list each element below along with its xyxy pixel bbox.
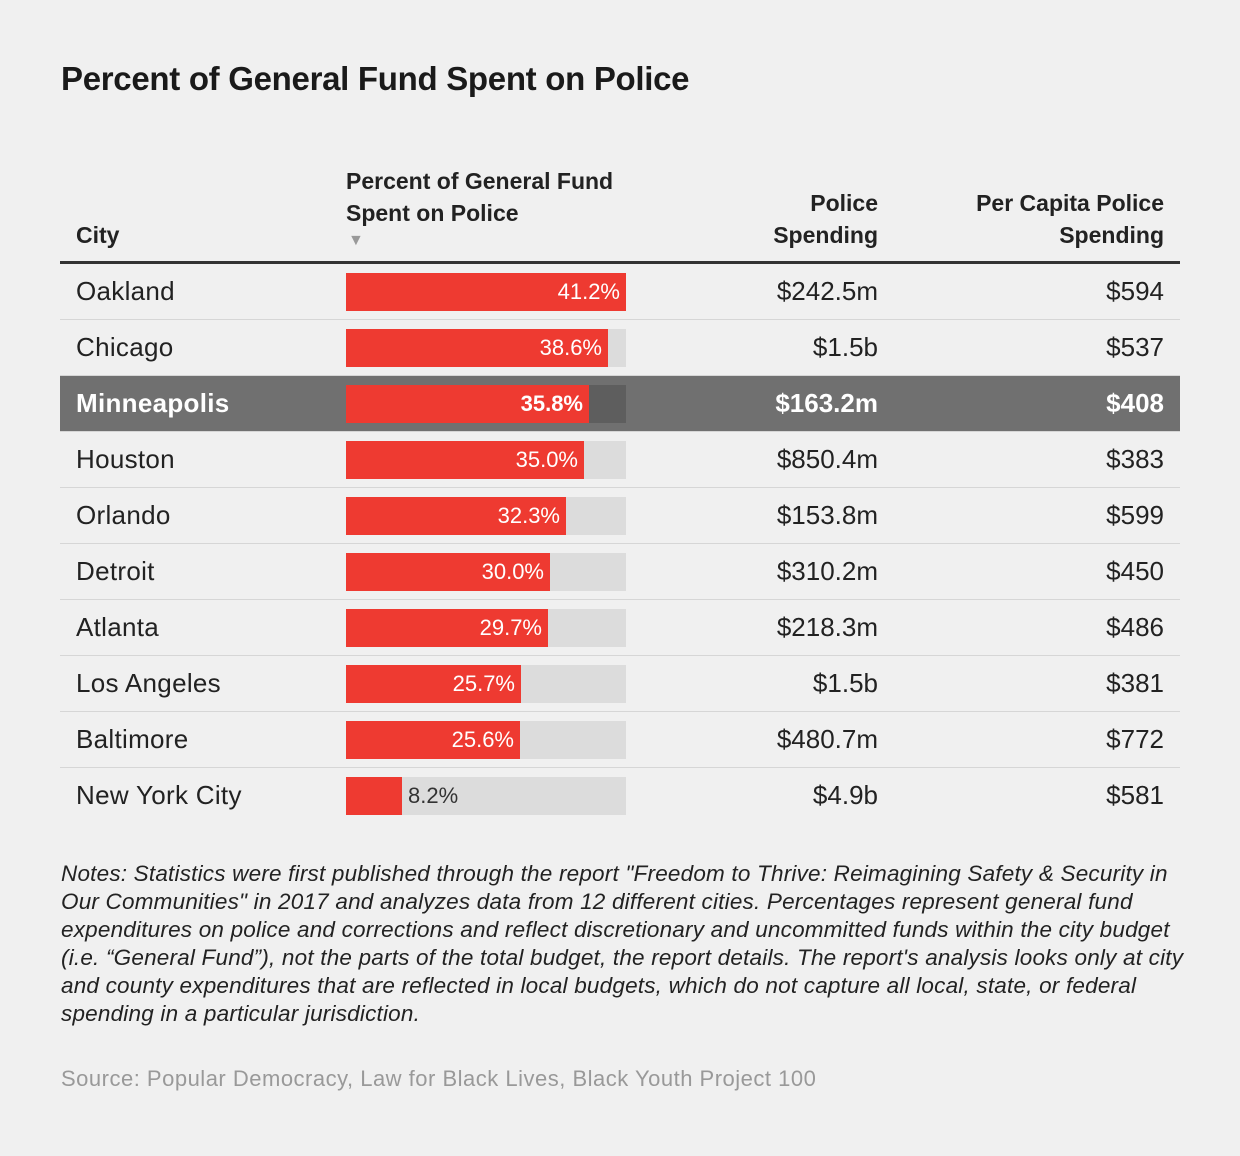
bar-track: 35.8%: [346, 385, 626, 423]
per-capita-cell: $599: [1106, 500, 1164, 530]
per-capita-cell: $537: [1106, 332, 1164, 362]
police-spending-cell: $163.2m: [775, 388, 878, 418]
bar-track: 25.6%: [346, 721, 626, 759]
city-cell: Baltimore: [76, 724, 189, 754]
city-cell: New York City: [76, 780, 242, 810]
city-cell: Detroit: [76, 556, 155, 586]
data-table: City Percent of General Fund Spent on Po…: [60, 150, 1180, 823]
notes-text: Notes: Statistics were first published t…: [61, 861, 1184, 1026]
police-spending-cell: $153.8m: [776, 500, 878, 530]
per-capita-cell: $383: [1106, 444, 1164, 474]
city-cell: Houston: [76, 444, 175, 474]
police-spending-cell: $480.7m: [776, 724, 878, 754]
per-capita-cell: $486: [1106, 612, 1164, 642]
bar-track: 8.2%: [346, 777, 626, 815]
bar-value-label: 8.2%: [408, 783, 459, 808]
bar-value-label: 29.7%: [479, 615, 542, 640]
bar-track: 41.2%: [346, 273, 626, 311]
per-capita-cell: $408: [1106, 388, 1164, 418]
header-city[interactable]: City: [76, 222, 120, 248]
police-spending-cell: $1.5b: [812, 668, 878, 698]
police-spending-cell: $850.4m: [776, 444, 878, 474]
police-spending-cell: $4.9b: [812, 780, 878, 810]
source-text: Source: Popular Democracy, Law for Black…: [61, 1066, 817, 1091]
city-cell: Minneapolis: [76, 388, 230, 418]
header-per-capita[interactable]: Per Capita Police Spending: [976, 187, 1164, 251]
header-police-spending-line2: Spending: [773, 222, 878, 248]
bar-track: 29.7%: [346, 609, 626, 647]
bar-track: 30.0%: [346, 553, 626, 591]
bar-track: 38.6%: [346, 329, 626, 367]
police-spending-cell: $310.2m: [776, 556, 878, 586]
bar-value-label: 41.2%: [557, 279, 620, 304]
header-per-capita-line2: Spending: [1059, 222, 1164, 248]
table-row[interactable]: Houston 35.0% $850.4m $383: [60, 432, 1180, 488]
bar-fill: [346, 441, 584, 479]
police-spending-cell: $218.3m: [776, 612, 878, 642]
police-spending-cell: $1.5b: [812, 332, 878, 362]
bar-fill: [346, 497, 566, 535]
table-row[interactable]: New York City 8.2% $4.9b $581: [60, 768, 1180, 823]
bar-fill: [346, 777, 402, 815]
table-row[interactable]: Atlanta 29.7% $218.3m $486: [60, 600, 1180, 656]
city-cell: Oakland: [76, 276, 175, 306]
table-row[interactable]: Detroit 30.0% $310.2m $450: [60, 544, 1180, 600]
table-row[interactable]: Oakland 41.2% $242.5m $594: [60, 264, 1180, 320]
bar-value-label: 32.3%: [497, 503, 560, 528]
chart-title: Percent of General Fund Spent on Police: [61, 60, 690, 97]
header-percent-label: Percent of General Fund Spent on Police: [346, 168, 614, 226]
table-row[interactable]: Baltimore 25.6% $480.7m $772: [60, 712, 1180, 768]
table-header: City Percent of General Fund Spent on Po…: [60, 150, 1180, 264]
bar-fill: [346, 553, 550, 591]
table-row[interactable]: Los Angeles 25.7% $1.5b $381: [60, 656, 1180, 712]
bar-value-label: 25.6%: [451, 727, 514, 752]
police-spending-cell: $242.5m: [776, 276, 878, 306]
table-row[interactable]: Chicago 38.6% $1.5b $537: [60, 320, 1180, 376]
per-capita-cell: $581: [1106, 780, 1164, 810]
city-cell: Atlanta: [76, 612, 160, 642]
bar-value-label: 35.0%: [515, 447, 578, 472]
bar-value-label: 30.0%: [481, 559, 544, 584]
bar-fill: [346, 609, 548, 647]
bar-fill: [346, 273, 626, 311]
table-row[interactable]: Minneapolis 35.8% $163.2m $408: [60, 376, 1180, 432]
sort-descending-icon[interactable]: ▼: [348, 232, 364, 249]
per-capita-cell: $772: [1106, 724, 1164, 754]
per-capita-cell: $594: [1106, 276, 1164, 306]
table-body: Oakland 41.2% $242.5m $594 Chicago 38.6% $1.5b…: [60, 264, 1180, 823]
city-cell: Los Angeles: [76, 668, 221, 698]
header-per-capita-line1: Per Capita Police: [976, 190, 1164, 216]
bar-value-label: 25.7%: [452, 671, 515, 696]
bar-fill: [346, 385, 589, 423]
bar-fill: [346, 329, 608, 367]
bar-value-label: 38.6%: [539, 335, 602, 360]
bar-track: 35.0%: [346, 441, 626, 479]
bar-value-label: 35.8%: [520, 391, 583, 416]
header-police-spending-line1: Police: [810, 190, 878, 216]
table-row[interactable]: Orlando 32.3% $153.8m $599: [60, 488, 1180, 544]
per-capita-cell: $381: [1106, 668, 1164, 698]
header-percent[interactable]: Percent of General Fund Spent on Police …: [346, 165, 646, 253]
per-capita-cell: $450: [1106, 556, 1164, 586]
header-police-spending[interactable]: Police Spending: [773, 187, 878, 251]
bar-fill: [346, 721, 520, 759]
city-cell: Chicago: [76, 332, 174, 362]
city-cell: Orlando: [76, 500, 171, 530]
bar-track: 25.7%: [346, 665, 626, 703]
bar-track: 32.3%: [346, 497, 626, 535]
bar-fill: [346, 665, 521, 703]
